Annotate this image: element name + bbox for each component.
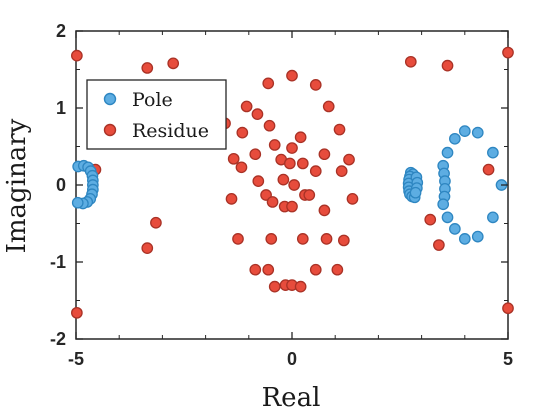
residue-point — [309, 263, 322, 276]
legend: Pole Residue — [86, 79, 227, 150]
ticks-layer: -5 0 5 -2 -1 0 1 2 — [50, 21, 513, 369]
residue-point — [167, 57, 180, 70]
residue-point — [251, 108, 264, 121]
legend-marker-pole — [103, 92, 117, 106]
residue-point — [286, 200, 298, 213]
residue-point — [277, 173, 290, 186]
legend-label-residue: Residue — [132, 120, 209, 142]
residue-point — [288, 179, 301, 191]
residue-point — [333, 123, 346, 136]
y-tick-label: 1 — [56, 98, 66, 118]
residue-point — [318, 148, 331, 161]
residue-point — [283, 157, 296, 170]
pole-point — [471, 126, 484, 139]
residue-point — [263, 119, 276, 132]
residue-point — [482, 163, 495, 176]
residue-point — [343, 153, 355, 166]
residue-point — [286, 69, 298, 82]
residue-point — [266, 196, 279, 208]
y-tick-label: -2 — [50, 329, 66, 349]
residue-point — [225, 193, 238, 205]
residue-point — [309, 79, 322, 91]
residue-point — [236, 126, 249, 139]
residue-point — [268, 280, 281, 293]
pole-point — [409, 186, 422, 199]
x-tick-label: -5 — [68, 349, 84, 369]
legend-label-pole: Pole — [132, 89, 173, 111]
residue-point — [265, 233, 278, 245]
residue-point — [346, 193, 359, 205]
y-tick-label: 2 — [56, 21, 66, 41]
residue-point — [404, 55, 417, 68]
residue-point — [240, 100, 253, 113]
pole-point — [71, 196, 84, 209]
residue-point — [141, 242, 154, 254]
residue-point — [335, 165, 348, 177]
residue-point — [294, 280, 307, 293]
residue-point — [433, 239, 445, 251]
residue-point — [309, 165, 322, 177]
pole-point — [458, 233, 471, 245]
residue-point — [71, 49, 83, 62]
legend-box — [86, 79, 227, 150]
pole-point — [471, 230, 484, 243]
residue-point — [337, 234, 350, 247]
residue-point — [235, 161, 248, 174]
y-tick-label: -1 — [50, 252, 66, 272]
residue-point — [502, 46, 514, 59]
residue-point — [303, 189, 316, 201]
residue-point — [227, 152, 240, 165]
x-tick-label: 5 — [503, 349, 513, 369]
residue-point — [296, 157, 309, 170]
residue-point — [296, 233, 309, 245]
x-axis-label: Real — [262, 383, 321, 413]
residue-point — [320, 233, 333, 245]
residue-point — [286, 142, 298, 154]
legend-marker-residue — [103, 123, 117, 137]
residue-point — [150, 216, 162, 229]
pole-point — [487, 146, 499, 159]
pole-point — [441, 211, 454, 224]
residue-point — [331, 263, 344, 276]
y-axis-label: Imaginary — [2, 118, 32, 253]
residue-point — [141, 62, 154, 74]
residue-point — [502, 302, 514, 315]
residue-point — [268, 139, 281, 151]
residue-point — [252, 175, 265, 187]
pole-point — [441, 146, 454, 159]
residue-point — [424, 213, 437, 226]
residue-point — [322, 100, 335, 113]
x-tick-label: 0 — [287, 349, 297, 369]
residue-point — [232, 233, 244, 245]
pole-point — [449, 223, 461, 235]
pole-point — [487, 211, 499, 224]
residue-point — [262, 263, 275, 276]
pole-point — [437, 198, 450, 211]
residue-point — [262, 77, 275, 90]
residue-point — [249, 263, 262, 276]
residue-point — [71, 306, 83, 319]
residue-point — [318, 204, 331, 217]
residue-point — [441, 59, 454, 72]
pole-point — [449, 132, 461, 145]
y-tick-label: 0 — [56, 175, 66, 195]
residue-point — [294, 131, 307, 144]
pole-point — [458, 125, 471, 137]
residue-point — [249, 148, 262, 161]
